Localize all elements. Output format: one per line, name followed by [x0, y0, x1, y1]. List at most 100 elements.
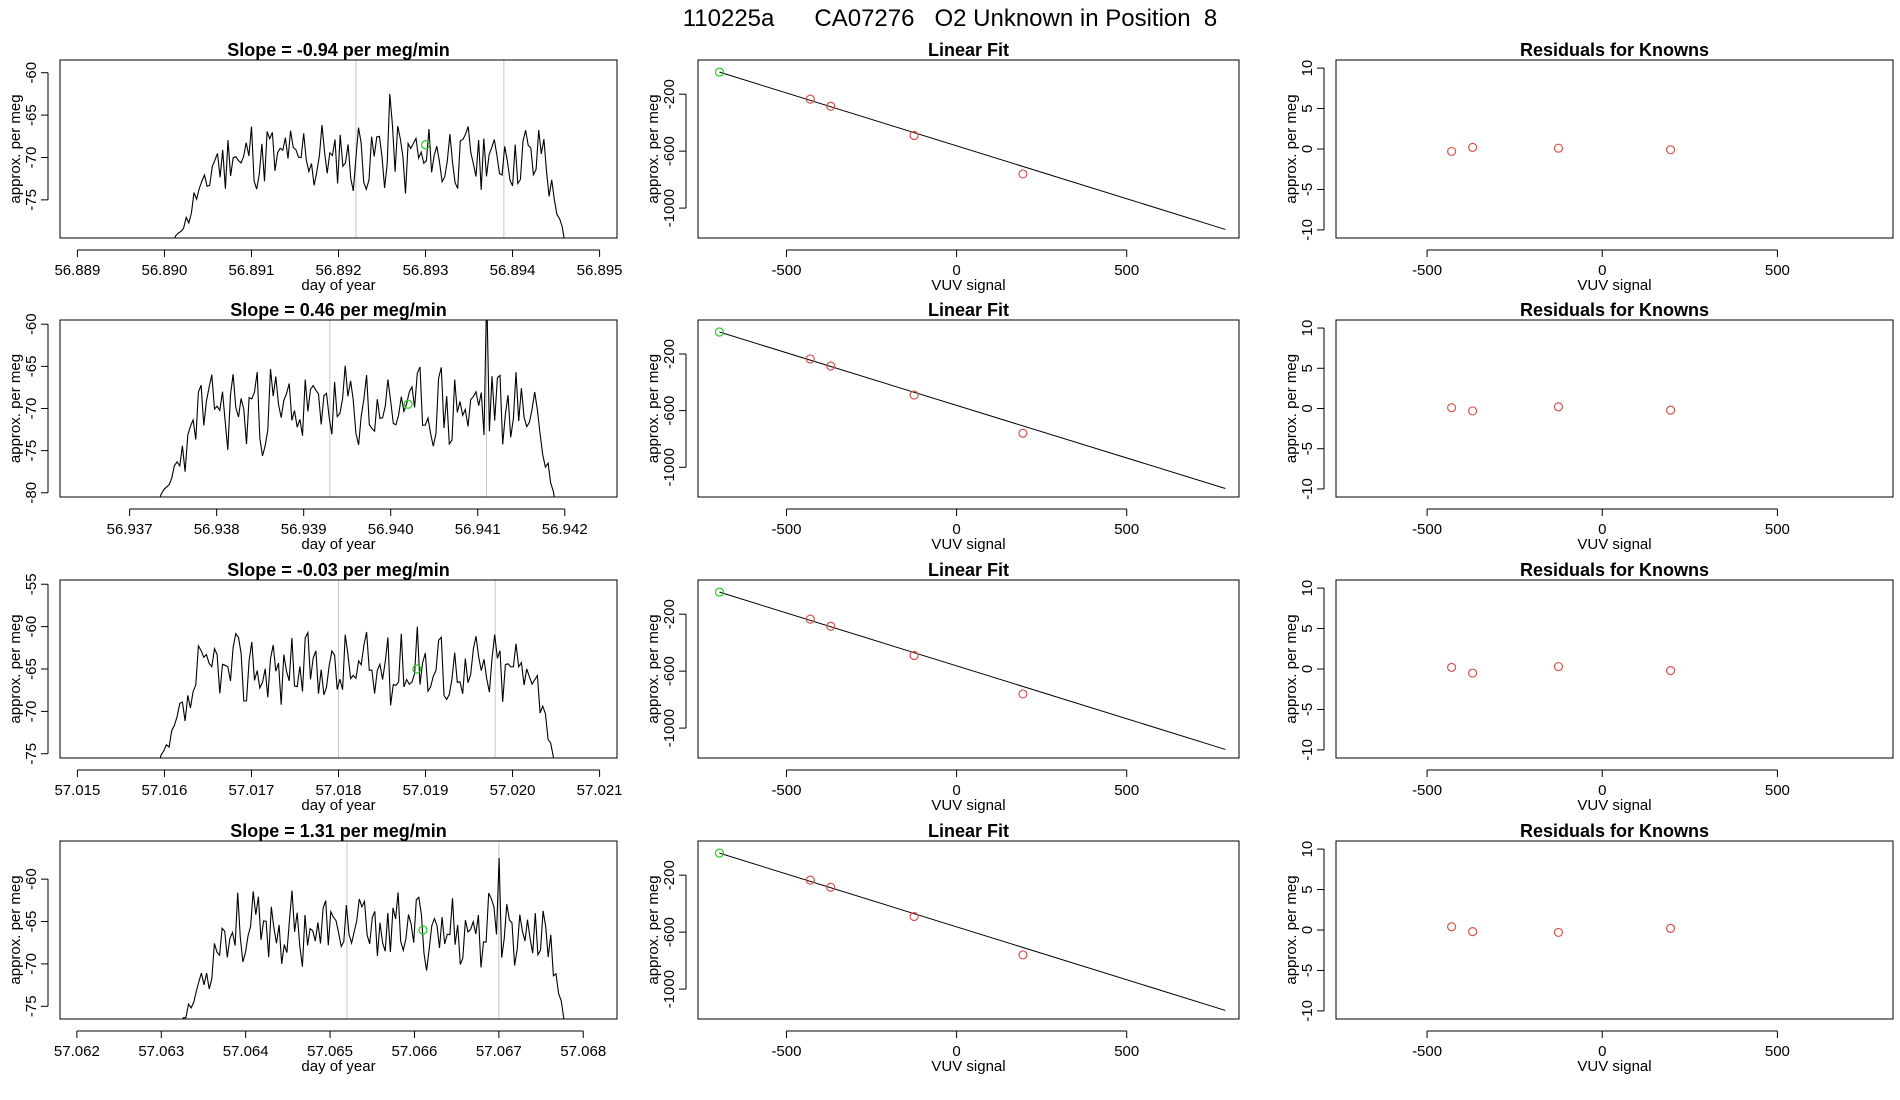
time-trace: [174, 93, 565, 238]
y-axis-label: approx. per meg: [1283, 354, 1300, 463]
y-axis-label: approx. per meg: [7, 354, 24, 463]
y-tick-label: -1000: [661, 448, 678, 486]
residual-point: [1468, 406, 1478, 416]
x-tick-label: -500: [771, 521, 801, 538]
plot-area: [714, 67, 1226, 230]
panels: Slope = -0.94 per meg/min day of year appr…: [7, 40, 1894, 1075]
y-tick-label: -60: [23, 62, 40, 84]
panel-3-2: Linear Fit VUV signal approx. per meg -500 0…: [645, 560, 1240, 814]
x-tick-label: 500: [1765, 1043, 1790, 1060]
plot-area: [714, 587, 1226, 750]
panel-1-2: Linear Fit VUV signal approx. per meg -500 0…: [645, 40, 1240, 294]
x-tick-label: 57.062: [54, 1043, 100, 1060]
plot-area: [714, 848, 1226, 1011]
plot-frame: [59, 59, 618, 239]
y-axis-label: approx. per meg: [7, 94, 24, 203]
y-tick-label: -65: [23, 356, 40, 378]
x-tick-label: -500: [771, 262, 801, 279]
x-tick-label: 500: [1765, 782, 1790, 799]
known-point: [826, 882, 836, 892]
known-point: [1018, 689, 1028, 699]
y-tick-label: -65: [23, 911, 40, 933]
x-tick-label: -500: [771, 782, 801, 799]
x-tick-label: 0: [1598, 1043, 1606, 1060]
plot-area: [182, 841, 565, 1019]
x-tick-label: 56.937: [107, 521, 153, 538]
y-tick-label: -10: [1299, 739, 1316, 761]
x-tick-label: 56.894: [490, 262, 536, 279]
y-tick-label: -1000: [661, 970, 678, 1008]
plot-frame: [697, 59, 1240, 239]
panel-4-2: Linear Fit VUV signal approx. per meg -500 0…: [645, 821, 1240, 1075]
plot-frame: [1335, 59, 1894, 239]
x-tick-label: 57.064: [223, 1043, 269, 1060]
x-tick-label: 500: [1114, 262, 1139, 279]
panel-3-3: Residuals for Knowns VUV signal approx. pe…: [1283, 560, 1894, 814]
residual-point: [1447, 662, 1457, 672]
y-tick-label: 5: [1299, 624, 1316, 632]
known-point: [1018, 428, 1028, 438]
y-tick-label: -65: [23, 658, 40, 680]
x-tick-label: 56.942: [542, 521, 588, 538]
x-axis-label: VUV signal: [1577, 277, 1651, 294]
y-tick-label: -75: [23, 995, 40, 1017]
plot-area: [1447, 142, 1676, 157]
known-point: [909, 130, 919, 141]
plot-title: Linear Fit: [928, 40, 1009, 60]
y-tick-label: 5: [1299, 364, 1316, 372]
x-tick-label: 0: [952, 1043, 960, 1060]
unknown-point: [714, 327, 725, 337]
fit-line: [719, 852, 1226, 1011]
y-tick-label: -65: [23, 104, 40, 126]
residual-point: [1553, 402, 1564, 412]
x-tick-label: 0: [952, 521, 960, 538]
x-tick-label: 57.015: [54, 782, 100, 799]
y-tick-label: -5: [1299, 964, 1316, 977]
residual-point: [1447, 403, 1457, 413]
y-tick-label: -75: [23, 440, 40, 462]
y-tick-label: -70: [23, 953, 40, 975]
x-axis-label: VUV signal: [1577, 797, 1651, 814]
plot-title: Residuals for Knowns: [1520, 300, 1709, 320]
y-tick-label: -75: [23, 743, 40, 765]
x-tick-label: 500: [1114, 1043, 1139, 1060]
y-tick-label: -70: [23, 701, 40, 723]
y-tick-label: -5: [1299, 442, 1316, 455]
plot-frame: [1335, 840, 1894, 1020]
x-tick-label: 57.021: [577, 782, 623, 799]
y-tick-label: -70: [23, 147, 40, 169]
plot-title: Linear Fit: [928, 821, 1009, 841]
unknown-point: [418, 925, 428, 935]
y-tick-label: -600: [661, 917, 678, 947]
y-tick-label: 5: [1299, 885, 1316, 893]
known-point: [826, 621, 836, 631]
known-point: [909, 390, 919, 400]
panel-2-3: Residuals for Knowns VUV signal approx. pe…: [1283, 300, 1894, 553]
unknown-point: [420, 140, 431, 150]
x-tick-label: 56.889: [54, 262, 100, 279]
x-tick-label: 57.017: [229, 782, 275, 799]
plot-area: [159, 320, 555, 497]
x-tick-label: 57.018: [316, 782, 362, 799]
residual-point: [1665, 405, 1676, 415]
y-tick-label: 10: [1299, 841, 1316, 858]
fit-line: [719, 591, 1226, 750]
residual-point: [1665, 923, 1676, 933]
plot-title: Slope = -0.94 per meg/min: [227, 40, 450, 60]
panel-2-2: Linear Fit VUV signal approx. per meg -500 0…: [645, 300, 1240, 553]
x-tick-label: 56.892: [316, 262, 362, 279]
y-tick-label: -200: [661, 79, 678, 109]
x-axis-label: VUV signal: [931, 1058, 1005, 1075]
x-tick-label: -500: [771, 1043, 801, 1060]
x-tick-label: 0: [1598, 782, 1606, 799]
y-tick-label: -600: [661, 656, 678, 686]
plot-title: Residuals for Knowns: [1520, 821, 1709, 841]
plot-title: Slope = 0.46 per meg/min: [230, 300, 447, 320]
residual-point: [1447, 922, 1457, 932]
y-axis-label: approx. per meg: [645, 875, 662, 984]
known-point: [805, 614, 815, 624]
residual-point: [1553, 661, 1564, 672]
x-tick-label: 500: [1114, 782, 1139, 799]
residual-point: [1553, 143, 1564, 153]
